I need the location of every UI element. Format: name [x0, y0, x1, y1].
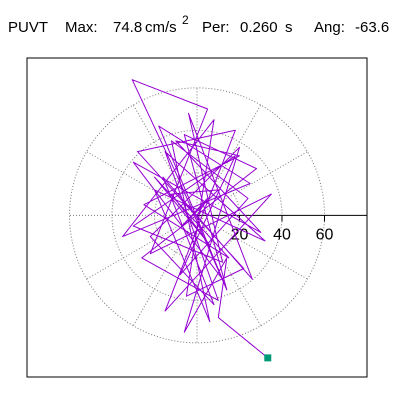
r-tick-label: 60	[316, 226, 334, 243]
ang-value: -63.6	[355, 19, 389, 36]
grid-circle	[111, 129, 283, 301]
grid-circle	[154, 172, 240, 259]
spoke	[86, 151, 198, 216]
title-label: PUVT	[8, 19, 48, 36]
per-value: 0.260	[240, 19, 278, 36]
max-label: Max:	[65, 19, 98, 36]
per-label: Per:	[202, 19, 230, 36]
r-tick-label: 20	[231, 226, 249, 243]
end-marker	[264, 354, 272, 362]
plot-frame	[26, 57, 368, 378]
r-tick-label: 40	[273, 226, 291, 243]
spoke	[86, 214, 198, 280]
max-value: 74.8	[113, 19, 142, 36]
spoke	[196, 215, 262, 327]
spoke	[196, 151, 308, 216]
grid-circle	[69, 87, 325, 344]
ang-label: Ang:	[314, 19, 345, 36]
max-unit: cm/s	[145, 19, 177, 36]
per-unit: s	[285, 19, 293, 36]
spoke	[196, 214, 308, 280]
trace	[122, 79, 272, 359]
max-unit-power: 2	[182, 13, 189, 27]
